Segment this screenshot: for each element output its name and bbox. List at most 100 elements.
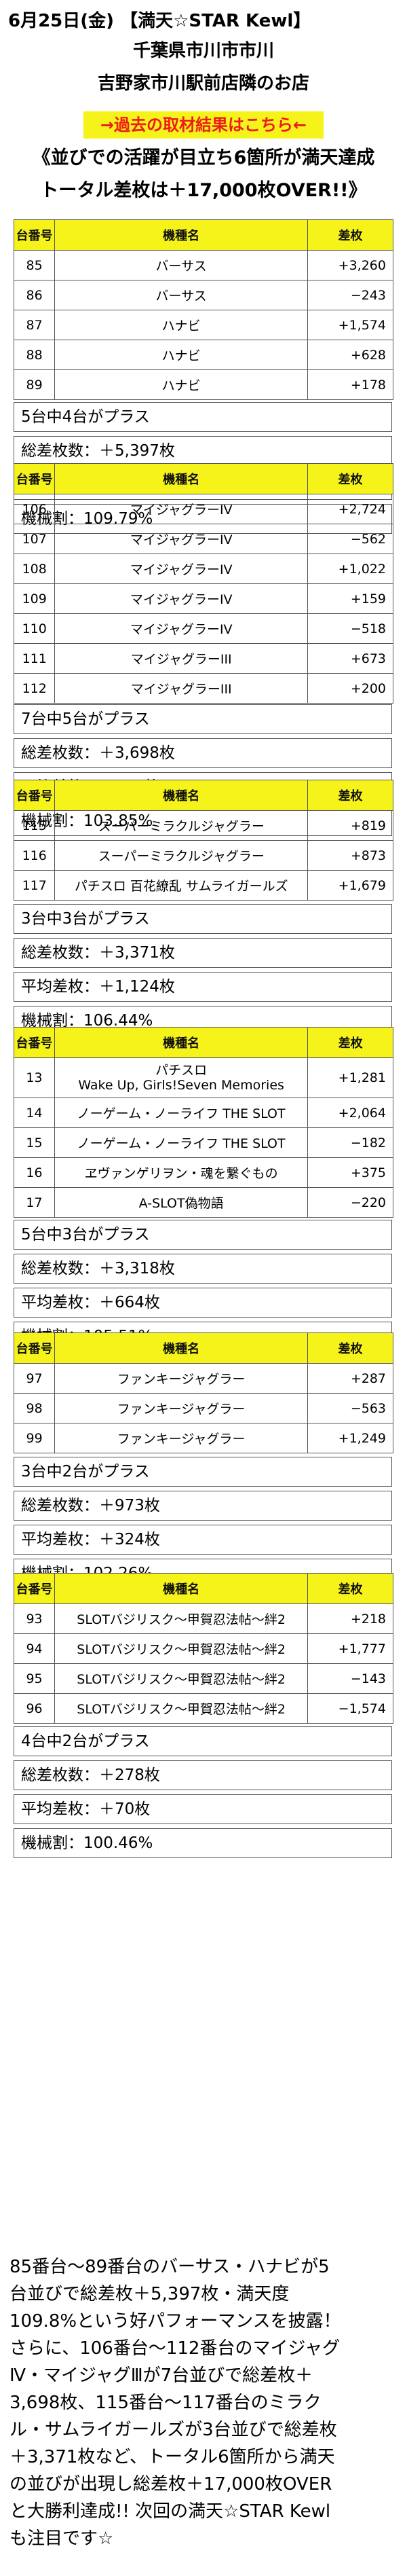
machine-name: マイジャグラーIV [54,524,309,554]
headline-line1: 《並びでの活躍が目立ち6箇所が満天達成 [32,147,375,168]
total-diff: 総差枚数：＋278枚 [14,1760,392,1790]
machine-name: ヱヴァンゲリヲン・魂を繋ぐもの [54,1157,309,1188]
date-title: 6月25日(金) 【満天☆STAR Kewl】 [8,11,311,31]
results-table: 台番号 機種名 差枚 93 SLOTバジリスク〜甲賀忍法帖〜絆2 +218 94 SLOTバジ… [13,1573,393,1724]
diff-value: −182 [307,1127,393,1158]
slot-number: 107 [13,524,56,554]
machine-name: バーサス [54,250,309,280]
summary-line: と大勝利達成!! 次回の満天☆STAR Kewl [9,2501,331,2522]
machine-name: ノーゲーム・ノーライフ THE SLOT [54,1127,309,1158]
machine-name-line1: パチスロ [155,1063,208,1078]
column-header: 台番号 [13,1573,56,1604]
slot-number: 86 [13,280,56,310]
machine-name: ノーゲーム・ノーライフ THE SLOT [54,1097,309,1128]
slot-number: 16 [14,1157,55,1188]
diff-value: −518 [307,613,393,644]
diff-value: +375 [307,1157,393,1188]
slot-number: 13 [14,1057,55,1098]
summary-line: 85番台〜89番台のバーサス・ハナビが5 [9,2257,330,2277]
column-header: 機種名 [54,1027,309,1058]
table-row: 115 スーパーミラクルジャグラー +819 [13,810,393,841]
diff-value: +819 [307,810,393,841]
diff-value: +178 [307,369,393,400]
column-header: 機種名 [54,463,309,494]
machine-name: スーパーミラクルジャグラー [54,840,309,871]
diff-value: +218 [307,1603,393,1634]
results-table: 台番号 機種名 差枚 115 スーパーミラクルジャグラー +819 116 スーパーミラクルジ… [13,780,393,901]
table-row: 93 SLOTバジリスク〜甲賀忍法帖〜絆2 +218 [13,1603,393,1634]
diff-value: −563 [307,1393,393,1423]
results-table: 台番号 機種名 差枚 13 パチスロ Wake Up, Girls!Seven Memor… [14,1027,393,1218]
diff-value: +1,022 [307,554,393,584]
results-table: 台番号 機種名 差枚 97 ファンキージャグラー +287 98 ファンキージャグラー −563… [13,1332,393,1453]
table-row: 97 ファンキージャグラー +287 [13,1363,393,1394]
plus-count: 4台中2台がプラス [14,1726,392,1756]
slot-number: 87 [13,310,56,340]
results-table: 台番号 機種名 差枚 106 マイジャグラーIV +2,724 107 マイジャグラーIV −5… [13,463,393,704]
total-diff: 総差枚数：＋5,397枚 [14,436,392,466]
table-row: 94 SLOTバジリスク〜甲賀忍法帖〜絆2 +1,777 [13,1633,393,1664]
column-header: 機種名 [54,219,309,251]
table-row: 16 ヱヴァンゲリヲン・魂を繋ぐもの +375 [14,1157,393,1188]
slot-number: 108 [13,554,56,584]
slot-number: 14 [14,1097,55,1128]
diff-value: +2,064 [307,1097,393,1128]
past-results-link[interactable]: →過去の取材結果はこちら← [83,111,324,139]
table-row: 112 マイジャグラーIII +200 [13,673,393,704]
column-header: 台番号 [13,219,56,251]
summary-line: 109.8%という好パフォーマンスを披露！ [9,2311,341,2332]
column-header: 差枚 [307,780,393,811]
table-row: 98 ファンキージャグラー −563 [13,1393,393,1423]
total-diff: 総差枚数：＋3,318枚 [14,1254,392,1284]
summary-line: の並びが出現し総差枚＋17,000枚OVER [9,2474,332,2495]
store-name: 吉野家市川駅前店隣のお店 [97,73,309,94]
table-row: 96 SLOTバジリスク〜甲賀忍法帖〜絆2 −1,574 [13,1693,393,1724]
plus-count: 5台中3台がプラス [14,1220,392,1250]
table-row: 85 バーサス +3,260 [13,250,393,280]
machine-name: マイジャグラーIII [54,673,309,704]
machine-name: バーサス [54,280,309,310]
column-header: 台番号 [13,1332,56,1364]
table-row: 108 マイジャグラーIV +1,022 [13,554,393,584]
machine-name: スーパーミラクルジャグラー [54,810,309,841]
machine-name: ファンキージャグラー [54,1423,309,1453]
total-diff: 総差枚数：＋3,371枚 [14,938,392,968]
average-diff: 平均差枚：＋324枚 [14,1525,392,1555]
machine-name: SLOTバジリスク〜甲賀忍法帖〜絆2 [54,1693,309,1724]
diff-value: −243 [307,280,393,310]
slot-number: 95 [13,1663,56,1694]
table-row: 111 マイジャグラーIII +673 [13,643,393,674]
plus-count: 3台中2台がプラス [14,1457,392,1487]
table-row: 13 パチスロ Wake Up, Girls!Seven Memories +1,28… [14,1057,393,1098]
column-header: 差枚 [307,1027,393,1058]
table-row: 95 SLOTバジリスク〜甲賀忍法帖〜絆2 −143 [13,1663,393,1694]
slot-number: 112 [13,673,56,704]
machine-name: パチスロ 百花繚乱 サムライガールズ [54,870,309,901]
table-row: 14 ノーゲーム・ノーライフ THE SLOT +2,064 [14,1097,393,1128]
machine-name: マイジャグラーIV [54,494,309,524]
payout-rate: 機械割：100.46% [14,1828,392,1858]
summary-line: ＋3,371枚など、トータル6箇所から満天 [9,2447,335,2467]
table-row: 117 パチスロ 百花繚乱 サムライガールズ +1,679 [13,870,393,901]
machine-name: SLOTバジリスク〜甲賀忍法帖〜絆2 [54,1663,309,1694]
machine-name: パチスロ Wake Up, Girls!Seven Memories [54,1057,309,1098]
machine-name: マイジャグラーIV [54,583,309,614]
diff-value: +873 [307,840,393,871]
slot-number: 116 [13,840,56,871]
table-row: 15 ノーゲーム・ノーライフ THE SLOT −182 [14,1127,393,1158]
column-header: 差枚 [307,1573,393,1604]
slot-number: 89 [13,369,56,400]
diff-value: −220 [307,1187,393,1218]
headline-line2: トータル差枚は＋17,000枚OVER!!》 [40,180,367,201]
column-header: 機種名 [54,1573,309,1604]
machine-name: ハナビ [54,369,309,400]
slot-number: 17 [14,1187,55,1218]
slot-number: 115 [13,810,56,841]
average-diff: 平均差枚：＋1,124枚 [14,972,392,1002]
slot-number: 96 [13,1693,56,1724]
table-row: 110 マイジャグラーIV −518 [13,613,393,644]
slot-number: 106 [13,494,56,524]
column-header: 台番号 [13,780,56,811]
diff-value: −1,574 [307,1693,393,1724]
column-header: 差枚 [307,1332,393,1364]
